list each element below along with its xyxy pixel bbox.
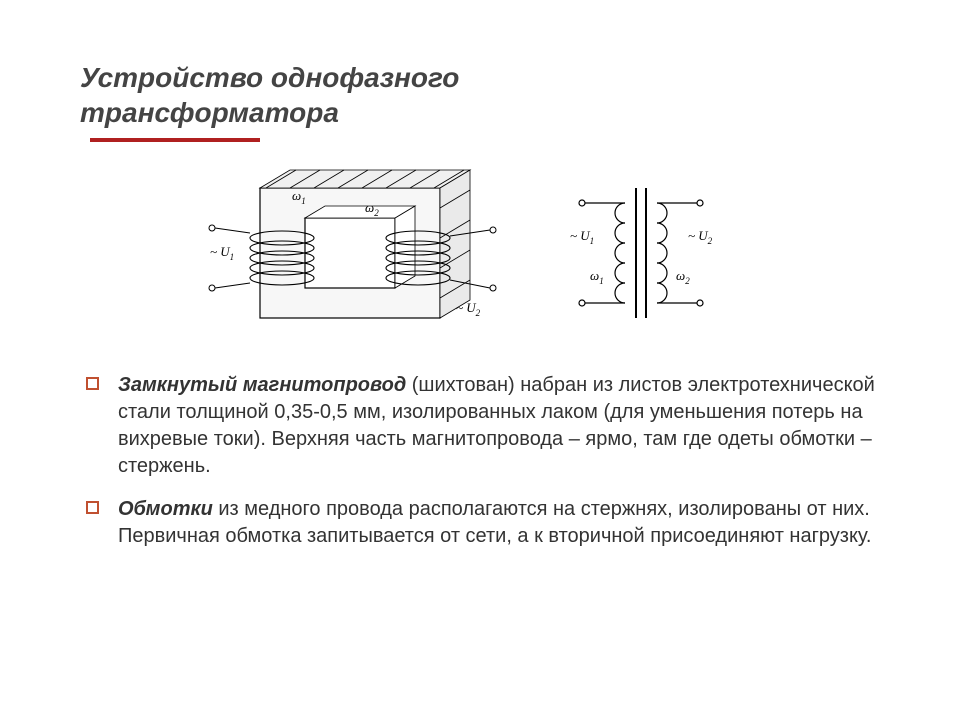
- para1-lead: Замкнутый магнитопровод: [118, 374, 406, 396]
- bullet-square-icon: [86, 501, 99, 514]
- core-3d: ~ U1 ~ U2 ω1 ω2: [209, 170, 496, 318]
- schem-u1: ~ U1: [570, 228, 594, 246]
- title-line-2: трансформатора: [80, 97, 339, 128]
- title-underline: [90, 138, 260, 142]
- para2-rest: из медного провода располагаются на стер…: [118, 498, 872, 547]
- transformer-schematic: ~ U1 ~ U2 ω1 ω2: [570, 188, 713, 318]
- body-list: Замкнутый магнитопровод (шихтован) набра…: [80, 372, 880, 550]
- bullet-item-2: Обмотки из медного провода располагаются…: [80, 496, 880, 550]
- para2-lead: Обмотки: [118, 498, 213, 520]
- slide: Устройство однофазного трансформатора: [0, 0, 960, 720]
- diagram-area: ~ U1 ~ U2 ω1 ω2: [80, 148, 880, 368]
- bullet-square-icon: [86, 377, 99, 390]
- label-u2: ~ U2: [456, 300, 481, 318]
- schem-u2: ~ U2: [688, 228, 713, 246]
- schem-w1: ω1: [590, 268, 604, 286]
- title-line-1: Устройство однофазного: [80, 62, 459, 93]
- slide-title: Устройство однофазного трансформатора: [80, 60, 880, 130]
- transformer-diagram: ~ U1 ~ U2 ω1 ω2: [200, 148, 760, 358]
- schem-w2: ω2: [676, 268, 690, 286]
- bullet-item-1: Замкнутый магнитопровод (шихтован) набра…: [80, 372, 880, 480]
- label-u1: ~ U1: [210, 244, 234, 262]
